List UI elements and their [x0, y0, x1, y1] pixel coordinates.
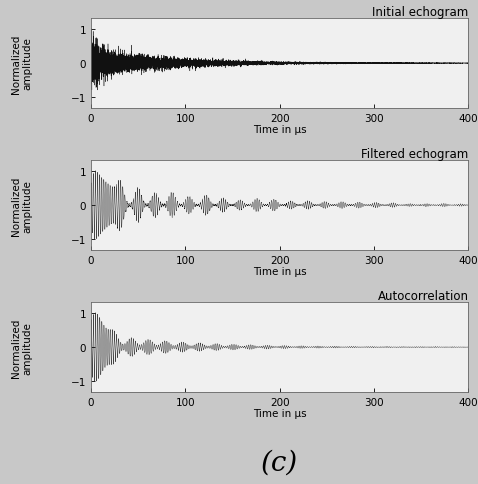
Y-axis label: Normalized
amplitude: Normalized amplitude [11, 318, 33, 377]
X-axis label: Time in μs: Time in μs [253, 408, 306, 418]
Text: (c): (c) [261, 448, 298, 475]
Y-axis label: Normalized
amplitude: Normalized amplitude [11, 176, 33, 235]
X-axis label: Time in μs: Time in μs [253, 125, 306, 135]
Text: Filtered echogram: Filtered echogram [361, 148, 468, 161]
X-axis label: Time in μs: Time in μs [253, 266, 306, 276]
Text: Initial echogram: Initial echogram [372, 6, 468, 19]
Text: Autocorrelation: Autocorrelation [378, 290, 468, 303]
Y-axis label: Normalized
amplitude: Normalized amplitude [11, 34, 33, 93]
